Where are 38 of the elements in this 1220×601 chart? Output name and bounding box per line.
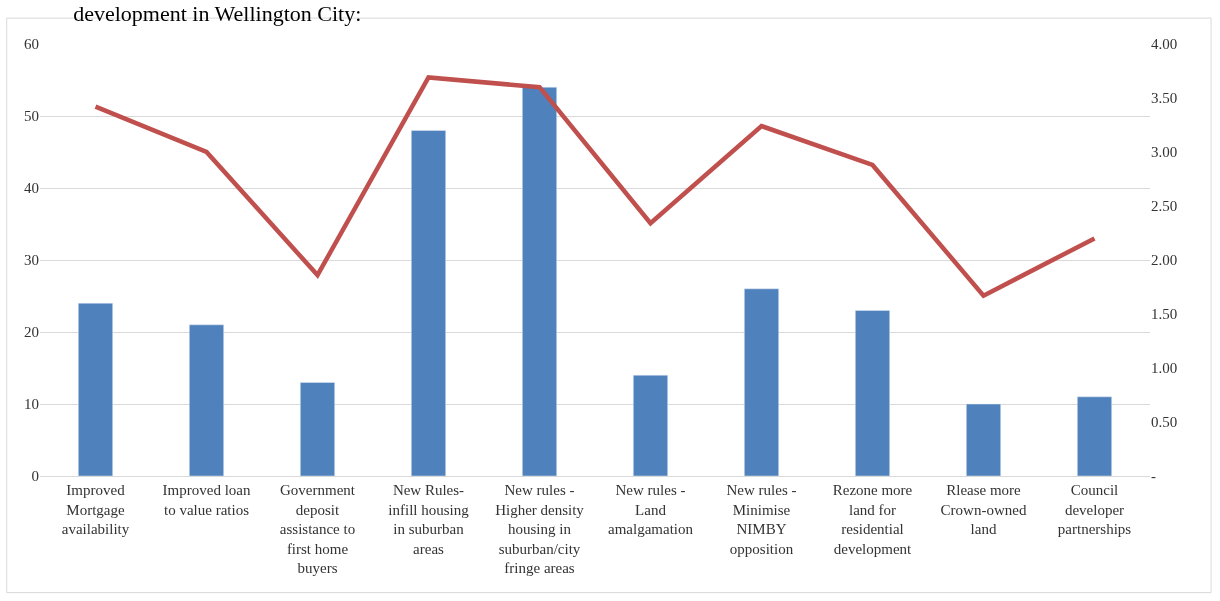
bar	[855, 310, 890, 476]
y-tick-label: 0	[31, 468, 39, 485]
y-tick-label: 50	[24, 108, 39, 125]
bar	[78, 302, 113, 476]
bar	[744, 288, 779, 476]
y2-tick-label: 3.00	[1151, 144, 1178, 161]
line-series	[93, 75, 1097, 298]
x-tick-label: Improved Mortgage availability	[61, 482, 130, 537]
bar	[411, 130, 446, 476]
y-tick-label: 20	[24, 324, 39, 341]
y2-tick-label: 0.50	[1151, 414, 1178, 431]
y2-tick-label: 2.50	[1151, 198, 1178, 215]
x-tick-label: New rules - Minimise NIMBY opposition	[726, 482, 797, 557]
x-tick-label: Government deposit assistance to first home buyers	[279, 482, 356, 576]
y-tick-label: 40	[24, 180, 39, 197]
x-tick-label: Improved loan to value ratios	[162, 482, 251, 518]
y-tick-label: 60	[24, 36, 39, 53]
y2-tick-label: 4.00	[1151, 36, 1178, 53]
x-tick-label: Rezone more land for residential development	[832, 482, 913, 557]
bar	[300, 382, 335, 476]
y2-tick-label: 3.50	[1151, 90, 1178, 107]
chart-title: development in Wellington City:	[73, 1, 362, 27]
y-tick-label: 10	[24, 396, 39, 413]
y2-tick-label: 2.00	[1151, 252, 1178, 269]
y2-tick-label: 1.00	[1151, 360, 1178, 377]
bar	[966, 403, 1001, 476]
y-tick-label: 30	[24, 252, 39, 269]
bar	[189, 324, 224, 476]
x-tick-label: New Rules- infill housing in suburban areas	[388, 482, 470, 557]
x-tick-label: Rlease more Crown-owned land	[940, 482, 1027, 537]
y2-tick-label: 1.50	[1151, 306, 1178, 323]
x-tick-label: New rules - Land amalgamation	[608, 482, 694, 537]
y2-tick-label: -	[1151, 468, 1156, 485]
bar	[522, 86, 557, 476]
x-tick-label: New rules - Higher density housing in suburban/city fringe areas	[495, 482, 585, 576]
x-tick-label: Council developer partnerships	[1057, 482, 1132, 537]
bar	[1077, 396, 1112, 476]
bar	[633, 374, 668, 476]
